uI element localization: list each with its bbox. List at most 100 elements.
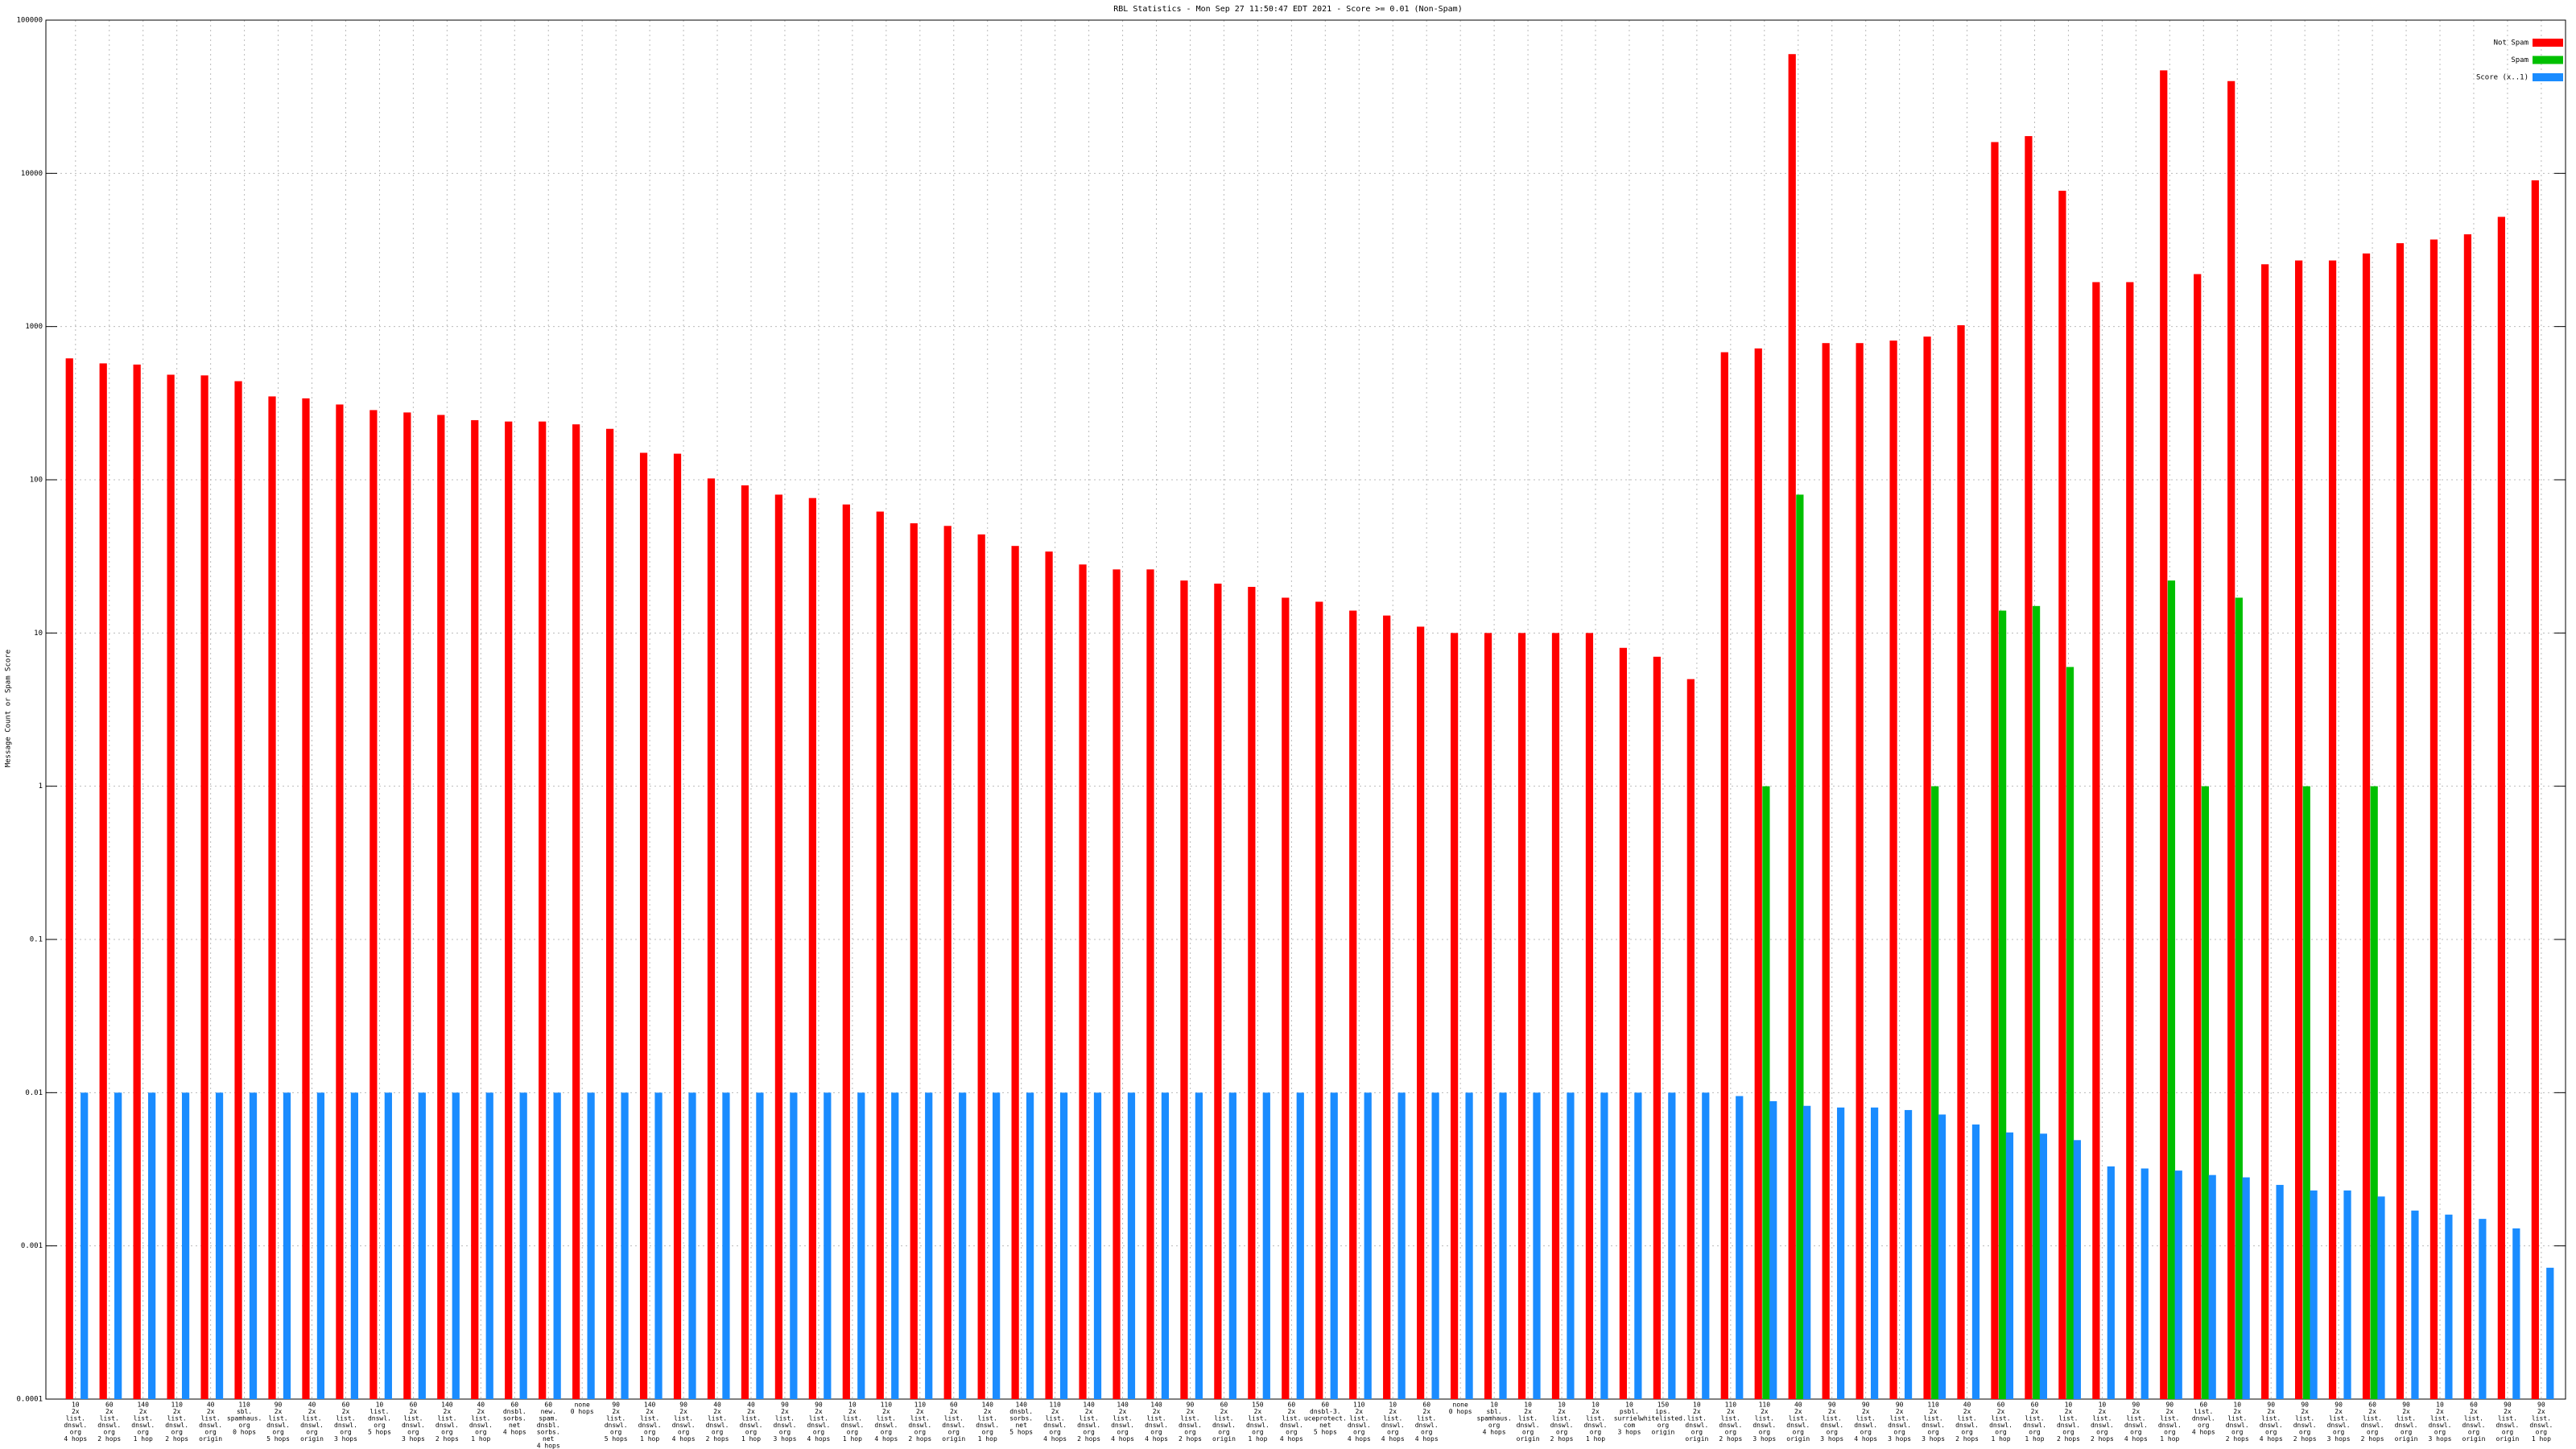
y-tick-label: 10000 (21, 170, 43, 178)
x-tick-label: dnswl. (300, 1422, 324, 1429)
x-tick-label: org (1961, 1429, 1973, 1436)
x-tick-label: org (914, 1429, 927, 1436)
bar (1431, 1092, 1439, 1399)
x-tick-label: 2x (2537, 1408, 2545, 1415)
bar (519, 1092, 527, 1399)
bar (1634, 1092, 1642, 1399)
bar (1397, 1092, 1406, 1399)
bar (824, 1092, 832, 1399)
x-tick-label: 4 hops (2260, 1435, 2283, 1443)
bar (2025, 136, 2033, 1400)
x-tick-label: 2x (815, 1408, 823, 1415)
x-tick-label: 5 hops (605, 1435, 628, 1443)
x-tick-label: 4 hops (807, 1435, 830, 1443)
x-tick-label: org (2536, 1429, 2548, 1436)
x-tick-label: org (1691, 1429, 1703, 1436)
x-tick-label: 90 (1862, 1402, 1870, 1409)
x-tick-label: sbl. (1486, 1408, 1501, 1415)
x-tick-label: dnswl. (1888, 1422, 1911, 1429)
x-tick-label: list. (910, 1415, 930, 1422)
x-tick-label: 4 hops (1111, 1435, 1134, 1443)
bar (148, 1092, 156, 1399)
x-tick-label: list. (1991, 1415, 2010, 1422)
x-tick-label: dnswl. (199, 1422, 222, 1429)
bar (418, 1092, 426, 1399)
x-tick-label: org (1353, 1429, 1365, 1436)
x-tick-label: list. (1755, 1415, 1774, 1422)
legend-swatch (2533, 56, 2563, 64)
x-tick-label: 140 (441, 1402, 453, 1409)
x-tick-label: org (204, 1429, 217, 1436)
x-tick-label: 90 (2267, 1402, 2275, 1409)
x-tick-label: list. (1586, 1415, 1605, 1422)
x-tick-label: org (1286, 1429, 1298, 1436)
x-tick-label: 110 (1049, 1402, 1061, 1409)
x-tick-label: 4 hops (1145, 1435, 1168, 1443)
x-tick-label: 60 (1997, 1402, 2005, 1409)
bar (539, 421, 547, 1400)
x-tick-label: 4 hops (672, 1435, 696, 1443)
x-tick-label: dnswl. (1212, 1422, 1236, 1429)
x-tick-label: org (1893, 1429, 1905, 1436)
x-tick-label: 2x (139, 1408, 147, 1415)
x-tick-label: dnswl. (2327, 1422, 2351, 1429)
x-tick-label: org (1793, 1429, 1805, 1436)
bar (605, 428, 614, 1400)
x-tick-label: dnswl. (774, 1422, 797, 1429)
x-tick-label: org (2062, 1429, 2074, 1436)
x-tick-label: ips. (1655, 1408, 1670, 1415)
x-tick-label: 110 (1725, 1402, 1737, 1409)
x-tick-label: list. (1958, 1415, 1977, 1422)
x-tick-label: 2 hops (2361, 1435, 2384, 1443)
bar (891, 1092, 899, 1399)
bar (808, 497, 816, 1400)
x-tick-label: 3 hops (1820, 1435, 1843, 1443)
x-tick-label: list. (775, 1415, 795, 1422)
x-tick-label: 2 hops (2226, 1435, 2249, 1443)
x-tick-label: dnswl. (1989, 1422, 2013, 1429)
bar (2276, 1184, 2284, 1399)
x-tick-label: 2x (2267, 1408, 2275, 1415)
x-tick-label: dnswl. (1584, 1422, 1608, 1429)
x-tick-label: list. (1248, 1415, 1267, 1422)
bar (2328, 260, 2337, 1400)
x-tick-label: org (70, 1429, 82, 1436)
x-tick-label: 90 (2301, 1402, 2309, 1409)
bar (2411, 1210, 2419, 1399)
bar (350, 1092, 359, 1399)
x-tick-label: list. (1080, 1415, 1099, 1422)
x-tick-label: list. (2396, 1415, 2416, 1422)
x-tick-label: list. (302, 1415, 321, 1422)
bar (1788, 54, 1796, 1399)
bar (2546, 1267, 2554, 1399)
x-tick-label: list. (741, 1415, 761, 1422)
x-tick-label: origin (2462, 1435, 2486, 1443)
x-tick-label: dnswl. (64, 1422, 87, 1429)
bar (1079, 564, 1087, 1399)
x-tick-label: org (2333, 1429, 2345, 1436)
x-tick-label: 3 hops (334, 1435, 357, 1443)
x-tick-label: 4 hops (1483, 1429, 1506, 1436)
x-tick-label: 1 hop (640, 1435, 659, 1443)
bar (133, 364, 141, 1399)
x-tick-label: origin (1517, 1435, 1540, 1443)
bar (2370, 786, 2378, 1399)
bar (1533, 1092, 1541, 1399)
x-tick-label: 2x (1963, 1408, 1971, 1415)
bar (722, 1092, 730, 1399)
x-tick-label: list. (1146, 1415, 1166, 1422)
x-tick-label: dnswl. (1280, 1422, 1303, 1429)
x-tick-label: 1 hop (978, 1435, 997, 1443)
x-tick-label: 60 (950, 1402, 958, 1409)
x-tick-label: list. (2227, 1415, 2247, 1422)
x-tick-label: 3 hops (402, 1435, 425, 1443)
x-tick-label: org (340, 1429, 352, 1436)
x-tick-label: 90 (2165, 1402, 2174, 1409)
x-tick-label: dnswl. (368, 1415, 391, 1422)
x-tick-label: list. (1349, 1415, 1368, 1422)
bar (1837, 1107, 1845, 1399)
bar (2092, 282, 2100, 1400)
x-tick-label: 3 hops (1618, 1429, 1641, 1436)
x-tick-label: list. (100, 1415, 119, 1422)
